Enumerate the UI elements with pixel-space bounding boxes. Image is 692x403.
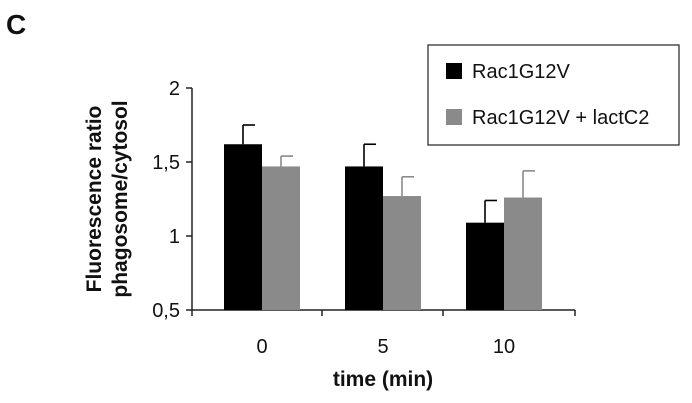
legend: Rac1G12V Rac1G12V + lactC2 [427, 44, 680, 146]
panel-letter: C [6, 9, 26, 40]
y-axis-ticks: 0,5 1 1,5 2 [152, 78, 192, 322]
bar-rac1g12v-lactc2-10 [504, 197, 542, 310]
x-axis-ticks: 0 5 10 [191, 310, 576, 358]
legend-box [427, 44, 680, 146]
plot-area: 0,5 1 1,5 2 0 5 10 [152, 78, 576, 358]
legend-swatch-rac1g12v-lactc2 [446, 109, 462, 125]
y-axis-title-line2: phagosome/cytosol [109, 100, 132, 297]
legend-label-rac1g12v-lactc2: Rac1G12V + lactC2 [472, 107, 649, 129]
bar-rac1g12v-5 [345, 166, 383, 310]
y-axis-title-line1: Fluorescence ratio [83, 106, 106, 293]
x-axis-title: time (min) [333, 368, 433, 391]
bar-rac1g12v-lactc2-5 [383, 196, 421, 310]
legend-swatch-rac1g12v [446, 63, 462, 79]
y-tick-label: 1 [169, 226, 180, 248]
x-tick-label: 5 [377, 336, 388, 358]
bar-rac1g12v-lactc2-0 [262, 166, 300, 310]
bar-rac1g12v-0 [224, 144, 262, 310]
legend-label-rac1g12v: Rac1G12V [472, 61, 570, 83]
y-tick-label: 2 [169, 78, 180, 100]
x-tick-label: 10 [493, 336, 515, 358]
bar-rac1g12v-10 [466, 222, 504, 310]
y-tick-label: 1,5 [152, 152, 180, 174]
bar-series-group [224, 124, 542, 310]
y-tick-label: 0,5 [152, 300, 180, 322]
x-tick-label: 0 [256, 336, 267, 358]
